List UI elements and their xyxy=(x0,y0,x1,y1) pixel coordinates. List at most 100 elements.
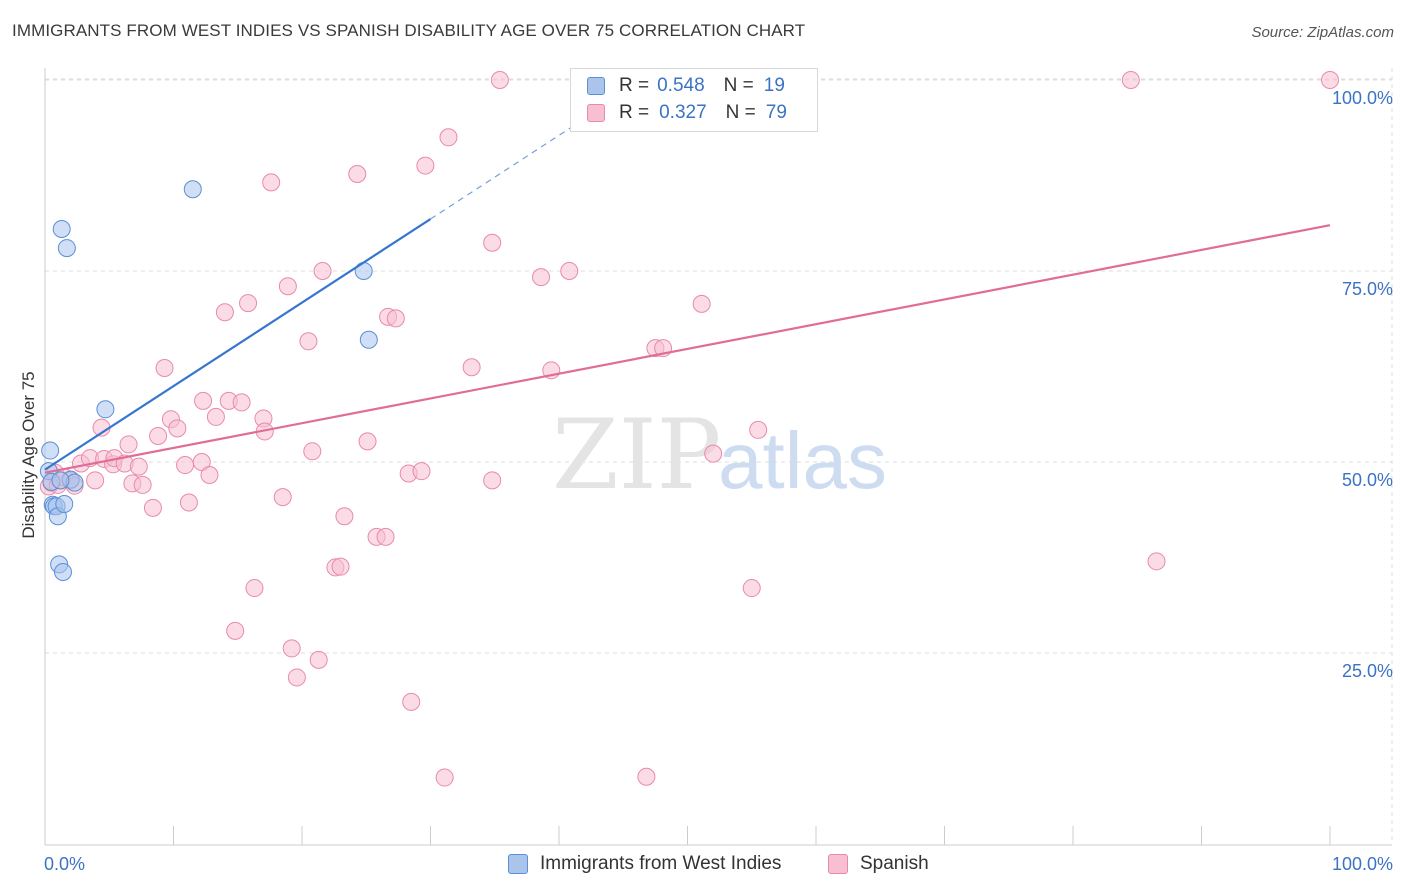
spanish-point xyxy=(435,768,454,787)
y-axis-title: Disability Age Over 75 xyxy=(19,371,38,538)
spanish-point xyxy=(532,268,551,287)
spanish-point xyxy=(86,471,105,490)
west-indies-point xyxy=(51,471,70,490)
bottom-legend-label: Immigrants from West Indies xyxy=(540,853,782,874)
spanish-point xyxy=(358,432,377,451)
spanish-point xyxy=(143,498,162,517)
legend-n-label: N = xyxy=(725,102,756,123)
legend-r-value: 0.327 xyxy=(659,102,707,123)
spanish-point xyxy=(303,442,322,461)
legend-r-label: R = xyxy=(619,102,650,123)
west-indies-trend-line xyxy=(44,218,432,471)
bottom-legend-west-indies: Immigrants from West Indies xyxy=(508,852,781,876)
legend-row-spanish: R = 0.327 N = 79 xyxy=(587,101,787,125)
west-indies-trend-extension xyxy=(430,113,592,220)
spanish-point xyxy=(749,420,768,439)
spanish-point xyxy=(119,435,138,454)
legend-swatch-pink xyxy=(587,104,605,122)
west-indies-point xyxy=(52,219,71,238)
spanish-point xyxy=(239,294,258,313)
spanish-point xyxy=(704,444,723,463)
spanish-point xyxy=(412,462,431,481)
stats-legend: R = 0.548 N = 19 R = 0.327 N = 79 xyxy=(570,68,818,132)
bottom-legend-swatch-pink xyxy=(828,854,848,874)
spanish-point xyxy=(1147,552,1166,571)
spanish-point xyxy=(637,767,656,786)
spanish-point xyxy=(179,493,198,512)
legend-n-value: 19 xyxy=(763,75,785,96)
spanish-point xyxy=(692,294,711,313)
watermark-atlas: atlas xyxy=(718,416,887,505)
spanish-point xyxy=(376,527,395,546)
legend-swatch-blue xyxy=(587,77,605,95)
legend-n-label: N = xyxy=(723,75,754,96)
spanish-point xyxy=(287,668,306,687)
legend-r-value: 0.548 xyxy=(657,75,705,96)
legend-row-west-indies: R = 0.548 N = 19 xyxy=(587,74,785,98)
spanish-point xyxy=(215,303,234,322)
spanish-point xyxy=(490,71,509,89)
west-indies-point xyxy=(183,180,202,199)
chart-title: IMMIGRANTS FROM WEST INDIES VS SPANISH D… xyxy=(12,21,806,40)
y-axis-label-layer: Disability Age Over 75 xyxy=(19,371,38,538)
spanish-point xyxy=(278,277,297,296)
spanish-point xyxy=(462,358,481,377)
bottom-legend-swatch-blue xyxy=(508,854,528,874)
x-tick-label-left: 0.0% xyxy=(44,854,85,874)
spanish-point xyxy=(331,557,350,576)
spanish-points xyxy=(39,71,1339,787)
spanish-point xyxy=(483,471,502,490)
chart-source: Source: ZipAtlas.com xyxy=(1251,24,1394,41)
spanish-point xyxy=(133,475,152,494)
bottom-legend-spanish: Spanish xyxy=(828,852,929,876)
west-indies-point xyxy=(359,330,378,349)
spanish-point xyxy=(483,233,502,252)
west-indies-point xyxy=(96,400,115,419)
spanish-point xyxy=(299,332,318,351)
y-tick-label: 75.0% xyxy=(1342,279,1393,299)
spanish-point xyxy=(416,156,435,175)
trend-lines xyxy=(44,113,1331,474)
y-tick-label: 100.0% xyxy=(1332,88,1393,108)
spanish-point xyxy=(245,579,264,598)
spanish-point xyxy=(232,393,251,412)
west-indies-point xyxy=(53,563,72,582)
spanish-trend-line xyxy=(44,224,1331,474)
spanish-point xyxy=(742,579,761,598)
spanish-point xyxy=(262,173,281,192)
spanish-point xyxy=(402,692,421,711)
spanish-point xyxy=(200,465,219,484)
watermark-zip: ZIP xyxy=(552,399,721,511)
spanish-point xyxy=(176,456,195,475)
spanish-point xyxy=(1121,71,1140,89)
grid-layer xyxy=(45,68,1393,844)
spanish-point xyxy=(348,164,367,183)
spanish-point xyxy=(194,391,213,410)
spanish-point xyxy=(386,309,405,328)
spanish-point xyxy=(335,507,354,526)
spanish-point xyxy=(149,427,168,446)
spanish-point xyxy=(309,650,328,669)
west-indies-point xyxy=(55,495,74,514)
y-tick-label: 25.0% xyxy=(1342,661,1393,681)
west-indies-point xyxy=(41,441,60,460)
spanish-point xyxy=(168,419,187,438)
spanish-point xyxy=(129,457,148,476)
west-indies-points xyxy=(39,180,378,582)
legend-n-value: 79 xyxy=(765,102,787,123)
spanish-point xyxy=(206,407,225,426)
y-tick-label: 50.0% xyxy=(1342,470,1393,490)
spanish-point xyxy=(155,359,174,378)
x-tick-label-right: 100.0% xyxy=(1332,854,1393,874)
spanish-point xyxy=(1321,71,1339,89)
spanish-point xyxy=(313,262,332,280)
axis-layer: 25.0% 50.0% 75.0% 100.0% 0.0% 100.0% xyxy=(44,68,1393,874)
spanish-point xyxy=(282,639,301,658)
spanish-point xyxy=(226,621,245,640)
west-indies-point xyxy=(57,239,76,258)
spanish-point xyxy=(560,262,579,280)
spanish-point xyxy=(439,128,458,147)
bottom-legend-label: Spanish xyxy=(860,853,929,874)
